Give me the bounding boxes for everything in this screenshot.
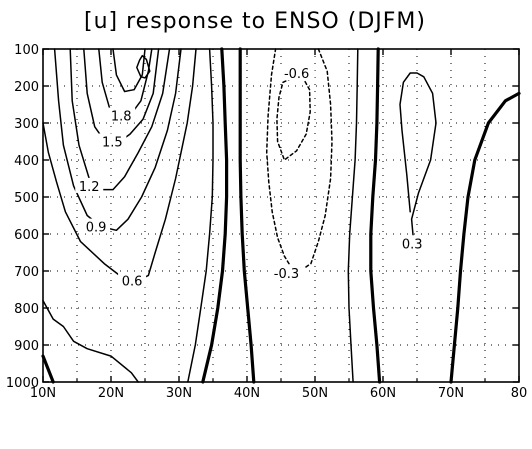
contour-label-bg — [278, 65, 315, 81]
x-tick-label: 20N — [98, 386, 124, 401]
contour-line — [276, 72, 311, 161]
contour-label: 0.3 — [402, 237, 423, 252]
contour-label-bg — [107, 107, 136, 123]
contour-label-bg — [98, 133, 127, 149]
contour-label-bg — [75, 177, 104, 193]
contour-line — [69, 48, 171, 191]
contour-line — [41, 354, 55, 384]
contour-line — [201, 47, 229, 384]
y-tick-label: 500 — [14, 191, 39, 206]
contour-line — [238, 47, 256, 384]
contour-label-bg — [268, 264, 305, 280]
axes: 10N 20N 30N 40N 50N 60N 70N 80 100 200 300 400 500 60… — [6, 43, 527, 401]
contour-label: -0.3 — [274, 267, 299, 282]
chart-title: [u] response to ENSO (DJFM) — [84, 9, 426, 34]
y-tick-label: 1000 — [6, 376, 39, 391]
contour-label: -0.6 — [284, 67, 309, 82]
contour-label: 0.9 — [86, 221, 107, 236]
x-tick-label: 50N — [302, 386, 328, 401]
contour-label: 1.2 — [79, 180, 100, 195]
contour-line — [399, 72, 437, 243]
contour-label: 1.8 — [111, 110, 132, 125]
contour-line — [136, 54, 151, 79]
contour-line — [187, 48, 214, 383]
x-tick-label: 80 — [511, 386, 528, 401]
x-tick-label: 40N — [234, 386, 260, 401]
y-tick-label: 100 — [14, 43, 39, 58]
contour-line — [369, 47, 382, 384]
grid-lines — [43, 49, 519, 382]
contour-line — [347, 48, 359, 383]
contour-line — [53, 48, 182, 232]
y-tick-label: 800 — [14, 302, 39, 317]
contour-label: 0.6 — [122, 274, 143, 289]
contour-label-bg — [118, 272, 147, 288]
contour-label-bg — [398, 235, 427, 251]
x-tick-label: 30N — [166, 386, 192, 401]
contour-line — [112, 48, 146, 93]
y-tick-label: 700 — [14, 265, 39, 280]
y-tick-label: 900 — [14, 339, 39, 354]
contour-label: 1.5 — [102, 136, 123, 151]
contour-lines — [41, 47, 521, 384]
y-tick-label: 200 — [14, 80, 39, 95]
contour-line — [449, 91, 521, 384]
y-tick-label: 600 — [14, 228, 39, 243]
x-tick-label: 10N — [30, 386, 56, 401]
contour-line — [42, 48, 197, 282]
contour-line — [42, 299, 139, 383]
contour-label-bg — [82, 218, 111, 234]
y-tick-label: 300 — [14, 117, 39, 132]
x-tick-label: 60N — [370, 386, 396, 401]
y-tick-label: 400 — [14, 154, 39, 169]
x-tick-label: 70N — [438, 386, 464, 401]
contour-labels: 1.8 1.5 1.2 0.9 0.6 -0.6 -0.3 0.3 — [75, 65, 427, 289]
contour-line — [265, 48, 333, 272]
